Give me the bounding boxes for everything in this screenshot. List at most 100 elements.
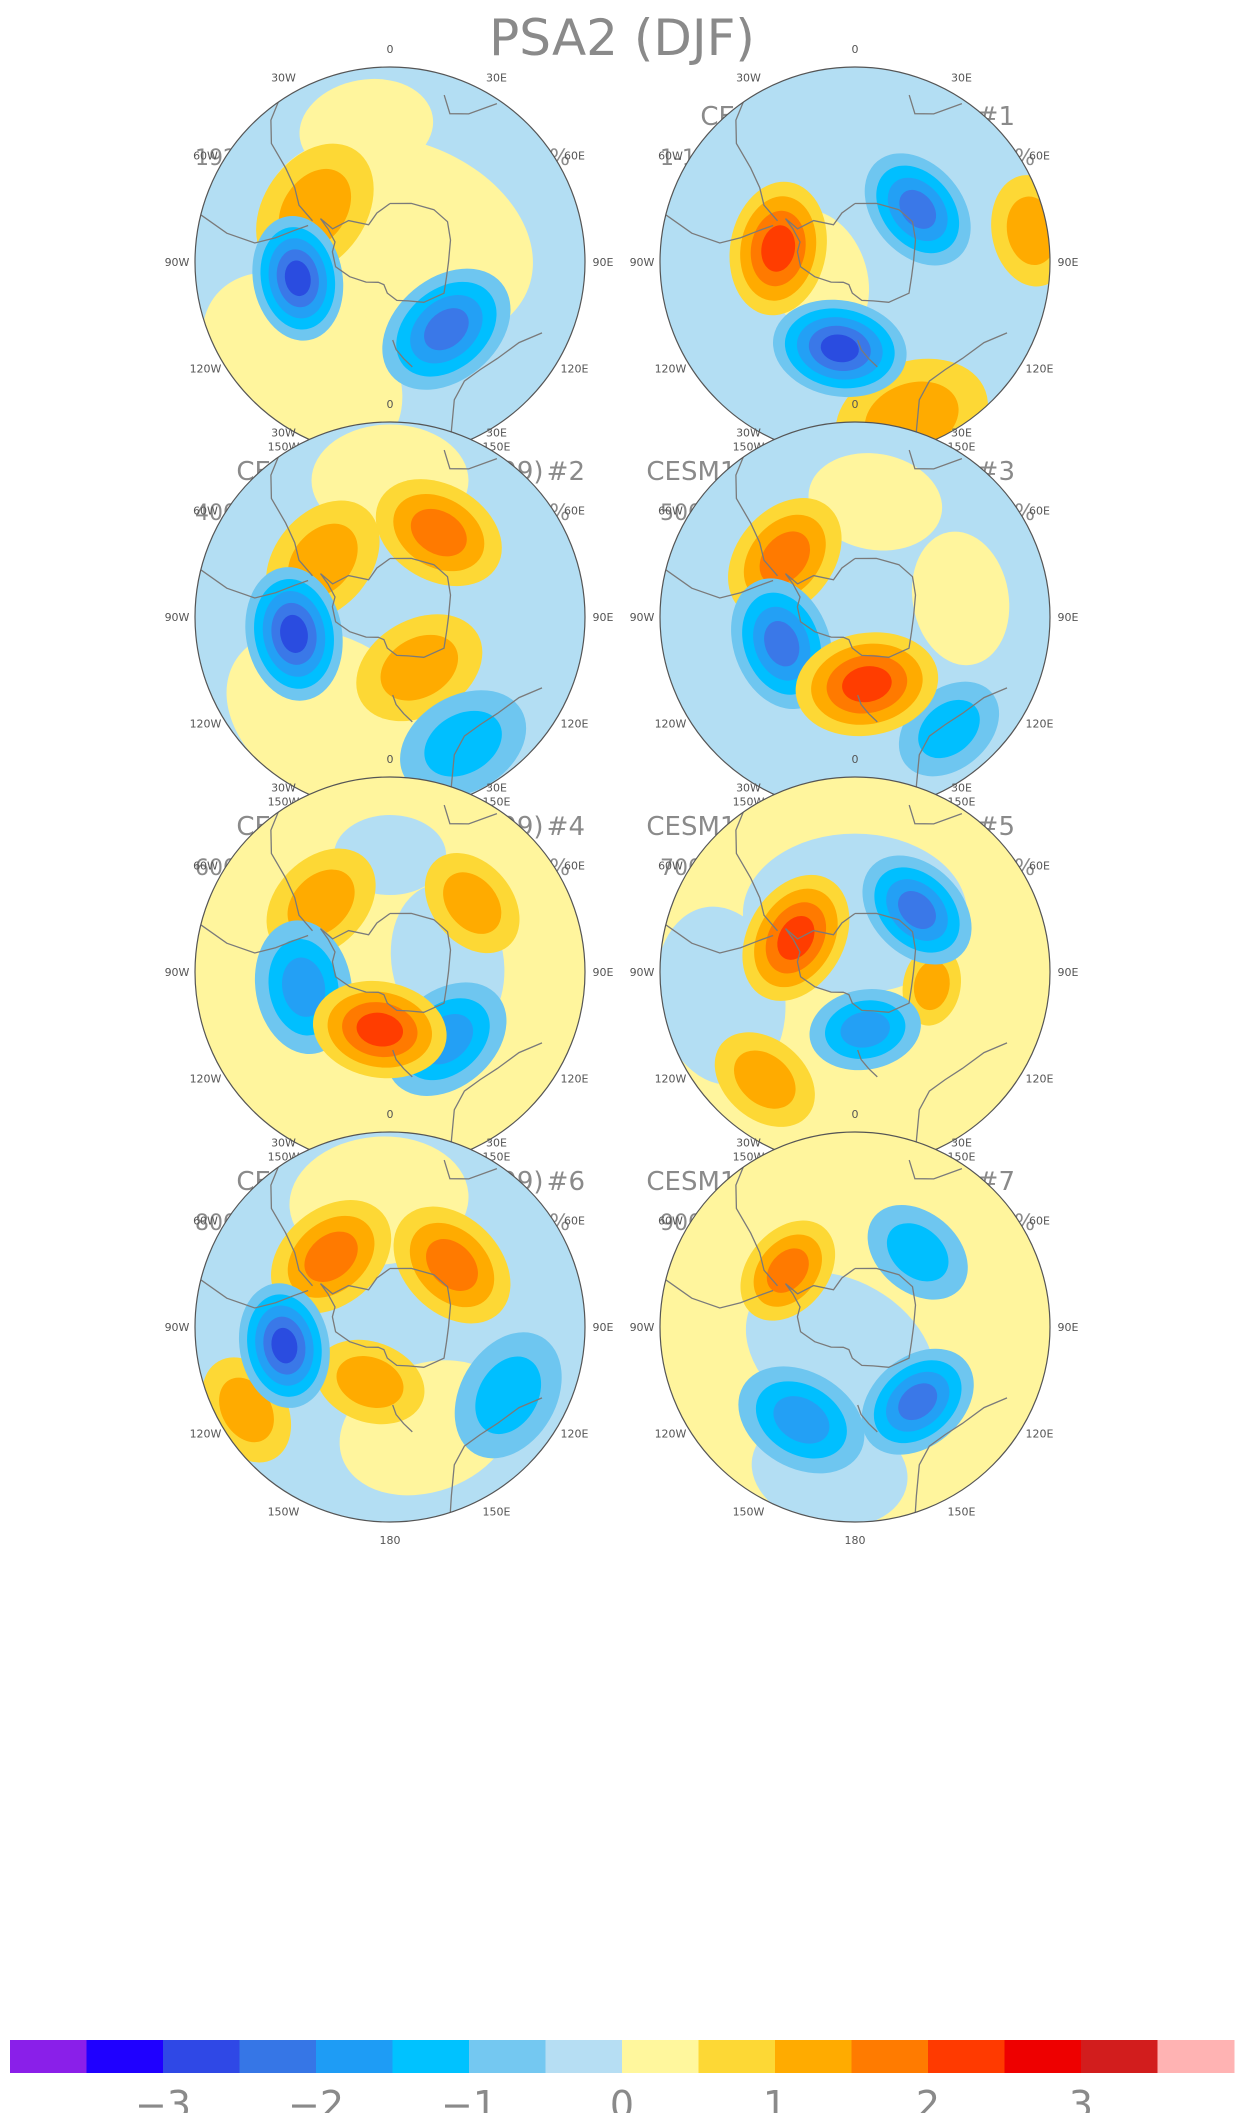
africa-coast xyxy=(443,804,498,825)
africa-coast xyxy=(908,94,963,115)
coastlines xyxy=(200,804,543,1158)
longitude-label: 60W xyxy=(658,150,683,163)
eof-field xyxy=(195,777,585,1167)
longitude-label: 60E xyxy=(1029,1215,1050,1228)
longitude-label: 30W xyxy=(271,72,296,85)
colorbar-swatch xyxy=(851,2040,929,2073)
longitude-label: 30W xyxy=(271,782,296,795)
longitude-label: 60W xyxy=(658,860,683,873)
contour-fill xyxy=(443,872,502,934)
australia-coast xyxy=(449,687,543,803)
south-america-coast xyxy=(200,569,309,599)
new-zealand-coast xyxy=(857,1404,878,1433)
contour-fill xyxy=(773,1396,830,1444)
colorbar-swatch xyxy=(239,2040,317,2073)
contour-fill xyxy=(886,1223,949,1282)
longitude-label: 60W xyxy=(658,1215,683,1228)
colorbar-label: 0 xyxy=(610,2083,634,2113)
colorbar-swatch xyxy=(775,2040,852,2073)
antarctica-coast xyxy=(784,912,917,1013)
longitude-label: 30W xyxy=(736,72,761,85)
map-panel: CESM1-CAM5.4#11-1067.1%030E60E90E120E150… xyxy=(630,43,1079,482)
contour-fill xyxy=(424,308,469,351)
contour-fill xyxy=(840,1011,890,1048)
eof-field xyxy=(660,777,1050,1167)
colorbar-swatch xyxy=(622,2040,699,2073)
africa-coast xyxy=(908,449,963,470)
contour-fill xyxy=(918,699,980,759)
longitude-label: 90E xyxy=(1058,966,1079,979)
contour-fill xyxy=(913,960,950,1011)
longitude-label: 30W xyxy=(271,427,296,440)
colorbar-label: 1 xyxy=(763,2083,787,2113)
south-america-coast xyxy=(665,214,774,244)
longitude-label: 120W xyxy=(655,718,687,731)
colorbar-swatch xyxy=(392,2040,470,2073)
longitude-label: 120W xyxy=(655,363,687,376)
africa-coast xyxy=(443,1159,498,1180)
longitude-label: 90E xyxy=(1058,256,1079,269)
contour-fill xyxy=(764,620,800,667)
colorbar-swatch xyxy=(10,2040,87,2073)
panel-grid: 20thC_ReanV21920-20116.4%030E60E90E120E1… xyxy=(165,43,1079,1547)
south-america-coast xyxy=(270,812,313,932)
new-zealand-coast xyxy=(857,1049,878,1078)
contour-fill xyxy=(426,1239,478,1291)
coastlines xyxy=(665,449,1008,803)
longitude-label: 180 xyxy=(845,1534,866,1547)
africa-coast xyxy=(908,804,963,825)
map-panel: CESM1-LE (yrs800-899)#6800-8996.2%030E60… xyxy=(165,1108,614,1547)
longitude-label: 90E xyxy=(593,611,614,624)
panel-number: #6 xyxy=(547,1167,585,1197)
longitude-label: 30E xyxy=(951,72,972,85)
new-zealand-coast xyxy=(392,339,413,368)
contour-fill xyxy=(911,531,1010,666)
antarctica-coast xyxy=(319,1267,452,1368)
longitude-label: 90E xyxy=(1058,611,1079,624)
longitude-label: 120E xyxy=(1026,363,1054,376)
contour-fill xyxy=(410,508,467,557)
longitude-label: 90W xyxy=(630,611,655,624)
antarctica-coast xyxy=(784,202,917,303)
colorbar-label: 3 xyxy=(1069,2083,1093,2113)
contour-fill xyxy=(734,1050,796,1109)
antarctica-coast xyxy=(784,557,917,658)
colorbar-swatch xyxy=(1081,2040,1158,2073)
longitude-label: 150E xyxy=(948,1506,976,1519)
contour-fill xyxy=(356,1012,404,1047)
contour-fill xyxy=(761,225,796,272)
longitude-label: 150E xyxy=(483,1506,511,1519)
map-panel: 20thC_ReanV21920-20116.4%030E60E90E120E1… xyxy=(165,43,614,482)
colorbar: −3 −2 −1 0 1 2 3 xyxy=(10,2040,1235,2113)
longitude-label: 60E xyxy=(564,505,585,518)
longitude-label: 60W xyxy=(193,505,218,518)
australia-coast xyxy=(914,1042,1008,1158)
longitude-label: 0 xyxy=(387,1108,394,1121)
new-zealand-coast xyxy=(392,1404,413,1433)
australia-coast xyxy=(449,332,543,448)
map-panel: CESM1-LE (yrs700-799)#5700-7995.2%030E60… xyxy=(630,753,1079,1192)
panel-number: #2 xyxy=(547,457,585,487)
longitude-label: 120E xyxy=(1026,1428,1054,1441)
contour-fill xyxy=(898,1383,938,1421)
map-panel: CESM1-LE (yrs600-699)#4600-6996.3%030E60… xyxy=(165,753,614,1192)
contour-fill xyxy=(284,260,311,297)
antarctica-coast xyxy=(784,1267,917,1368)
eof-field xyxy=(195,67,585,457)
longitude-label: 90W xyxy=(630,966,655,979)
new-zealand-coast xyxy=(857,694,878,723)
colorbar-swatch xyxy=(1004,2040,1082,2073)
longitude-label: 120E xyxy=(561,363,589,376)
longitude-label: 0 xyxy=(852,398,859,411)
longitude-label: 0 xyxy=(852,1108,859,1121)
colorbar-swatch xyxy=(316,2040,393,2073)
map-boundary xyxy=(659,1131,1051,1523)
coastlines xyxy=(665,804,1008,1158)
longitude-label: 60W xyxy=(193,150,218,163)
longitude-label: 30W xyxy=(736,427,761,440)
longitude-label: 120W xyxy=(190,363,222,376)
contour-fill xyxy=(336,1356,404,1408)
coastlines xyxy=(665,1159,1008,1513)
australia-coast xyxy=(449,1042,543,1158)
colorbar-swatch xyxy=(86,2040,164,2073)
